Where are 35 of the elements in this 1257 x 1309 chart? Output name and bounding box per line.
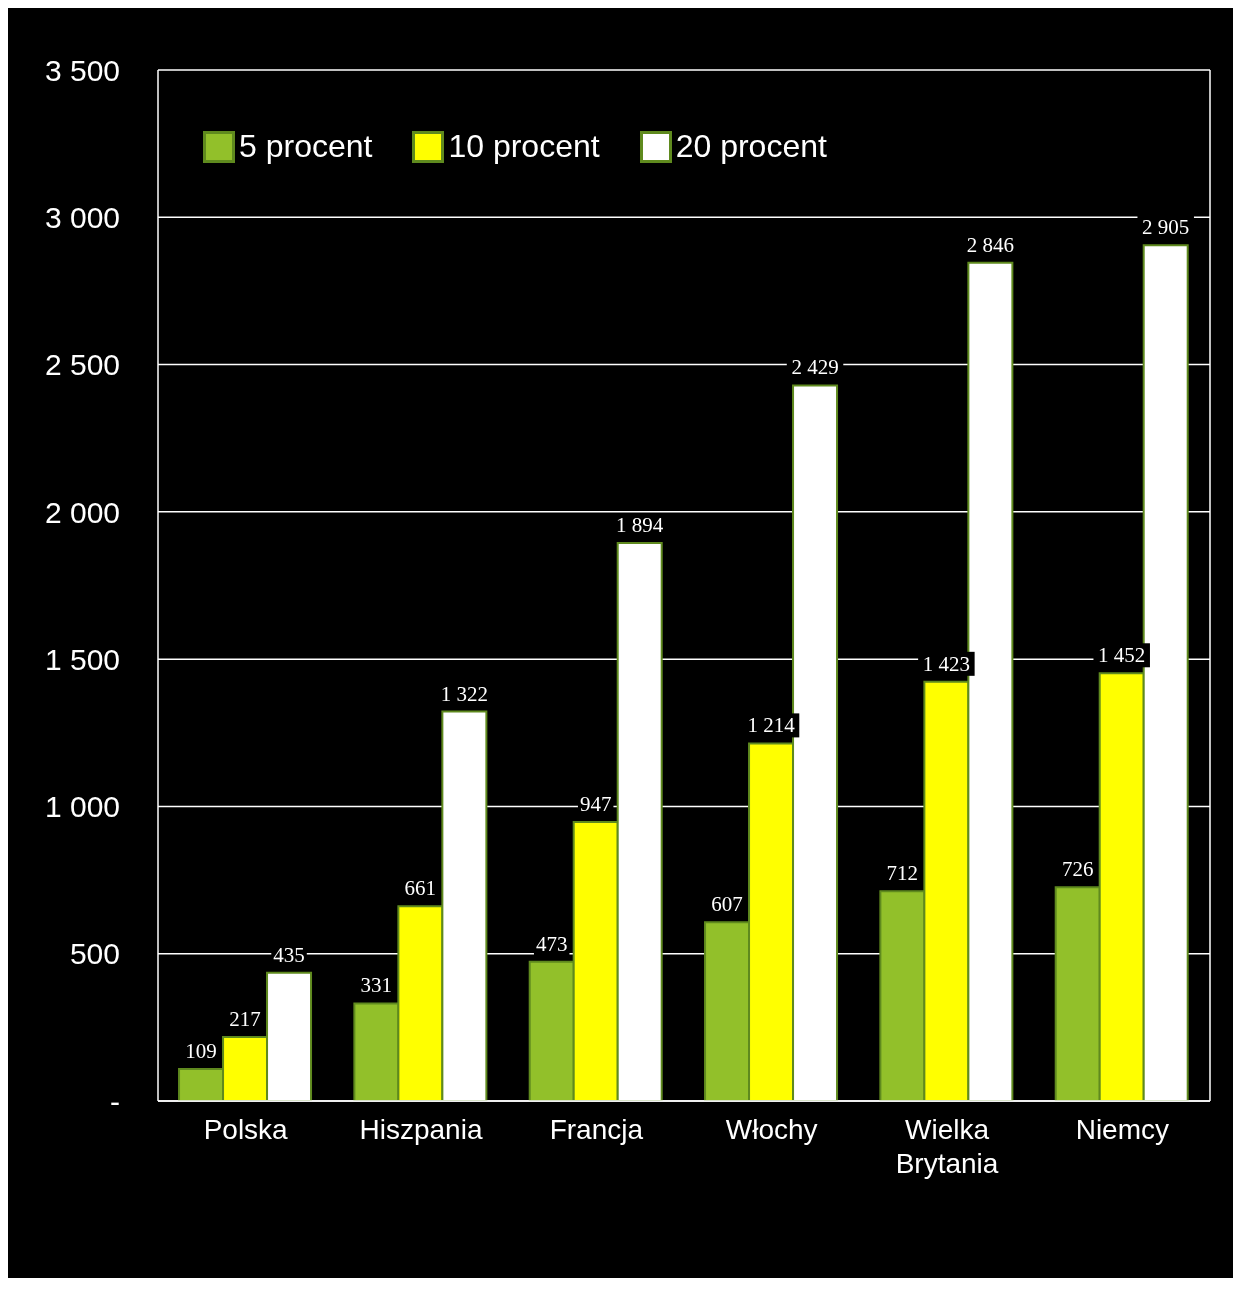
data-label: 1 452 bbox=[1098, 643, 1146, 668]
y-tick-label: 3 000 bbox=[44, 200, 120, 234]
x-tick-label: Wielka Brytania bbox=[895, 1114, 999, 1179]
data-label: 1 423 bbox=[922, 651, 970, 676]
data-label: 435 bbox=[273, 942, 305, 967]
legend-label: 20 procent bbox=[675, 128, 827, 165]
x-tick-label: Niemcy bbox=[1075, 1114, 1170, 1145]
data-label: 1 894 bbox=[616, 513, 664, 538]
data-label: 726 bbox=[1061, 857, 1094, 882]
y-tick-label: 1 500 bbox=[44, 642, 120, 676]
y-tick-label: 2 500 bbox=[44, 348, 120, 382]
x-tick-label: Francja bbox=[549, 1114, 644, 1145]
x-tick-label: Włochy bbox=[725, 1114, 818, 1145]
data-label: 947 bbox=[579, 792, 612, 817]
data-label: 2 846 bbox=[966, 232, 1014, 257]
y-tick-label: 500 bbox=[69, 937, 120, 971]
data-label: 331 bbox=[360, 973, 393, 998]
data-label: 109 bbox=[185, 1038, 217, 1063]
data-label: 2 905 bbox=[1142, 215, 1190, 240]
legend-label: 5 procent bbox=[239, 128, 373, 165]
data-label: 607 bbox=[711, 892, 743, 917]
data-label: 217 bbox=[229, 1007, 261, 1032]
legend-label: 10 procent bbox=[448, 128, 600, 165]
x-tick-label: Hiszpania bbox=[359, 1114, 483, 1145]
y-tick-label: 2 000 bbox=[44, 495, 120, 529]
y-tick-label: 3 500 bbox=[44, 53, 120, 87]
data-label: 661 bbox=[404, 876, 437, 901]
data-label: 2 429 bbox=[791, 355, 839, 380]
x-tick-label: Polska bbox=[203, 1114, 289, 1145]
data-label: 1 322 bbox=[440, 681, 488, 706]
y-tick-label: 1 000 bbox=[44, 790, 120, 824]
data-label: 473 bbox=[535, 931, 568, 956]
data-label: 712 bbox=[886, 861, 919, 886]
y-tick-label: - bbox=[110, 1084, 120, 1118]
data-label: 1 214 bbox=[747, 713, 796, 738]
